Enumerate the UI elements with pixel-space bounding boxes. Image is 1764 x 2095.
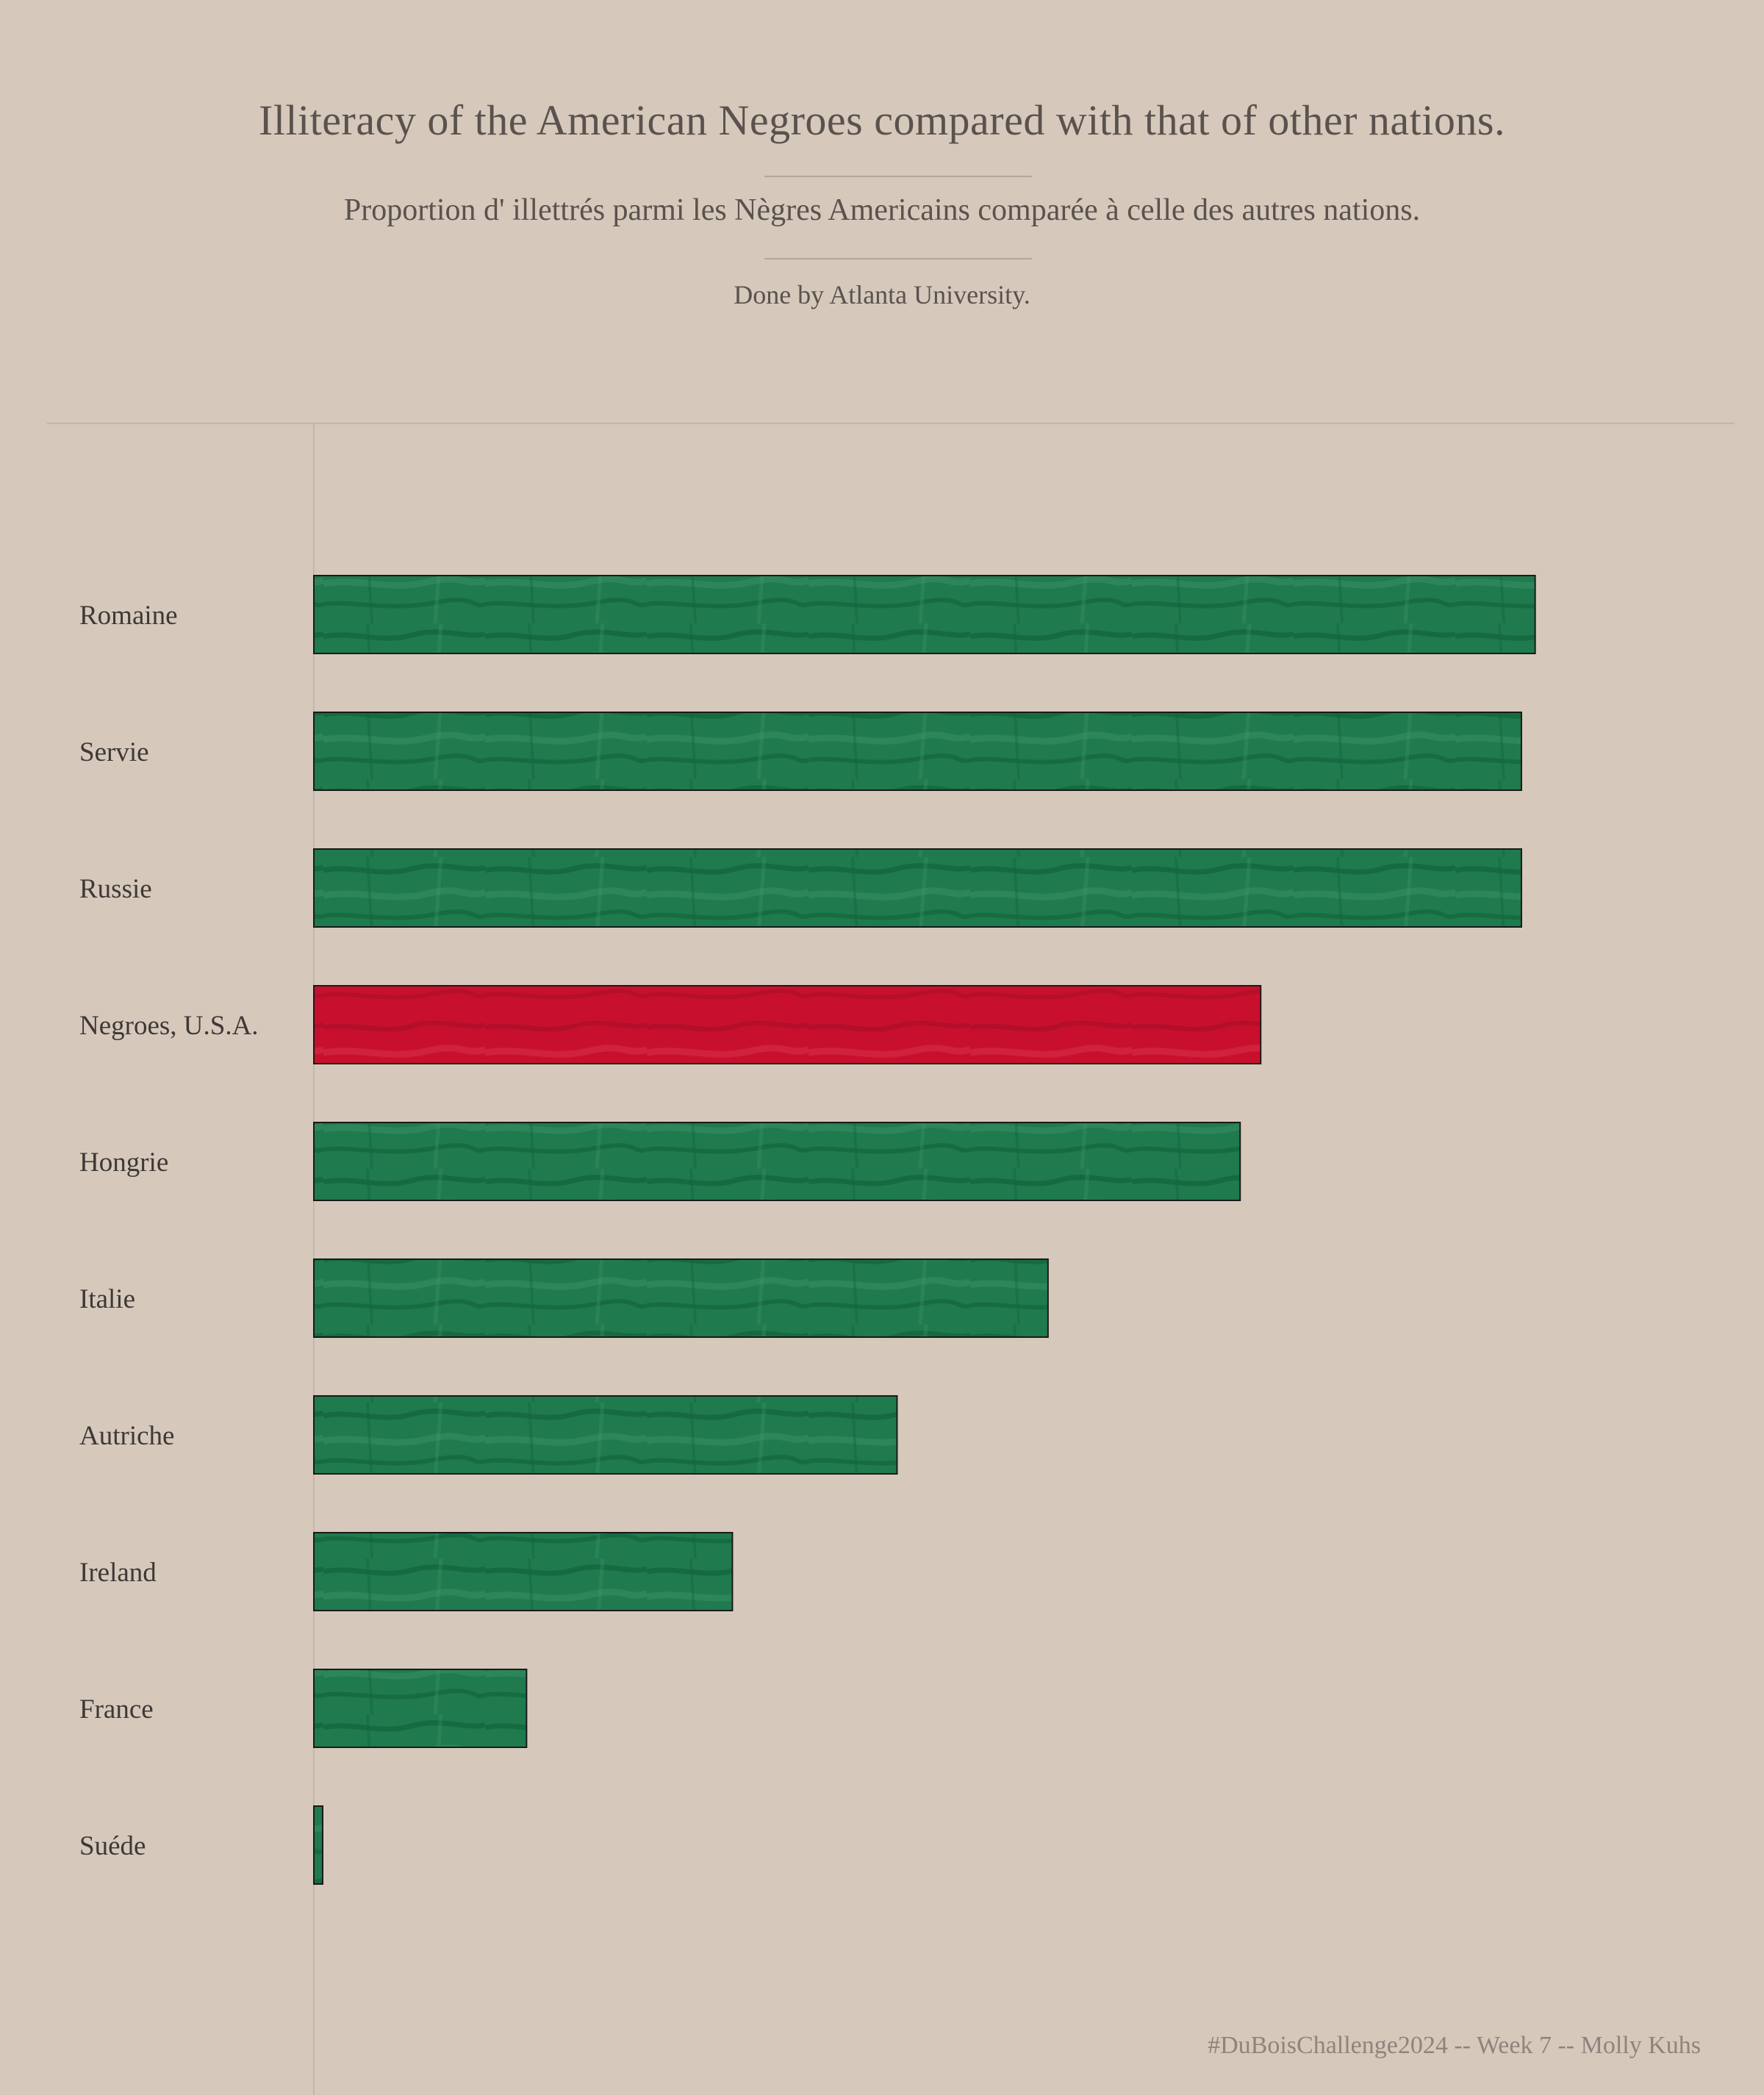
bar-romaine (313, 575, 1536, 654)
bar-autriche (313, 1395, 898, 1475)
category-label: Suéde (79, 1831, 146, 1861)
title-divider (764, 176, 1032, 177)
chart-credit: Done by Atlanta University. (734, 280, 1030, 309)
bars-layer (313, 575, 1536, 1885)
bar-negroes-u-s-a (313, 985, 1262, 1064)
bar-ireland (313, 1532, 734, 1611)
bar-hongrie (313, 1122, 1241, 1201)
category-label: Servie (79, 737, 149, 767)
bar-russie (313, 848, 1522, 928)
header-separator (47, 423, 1735, 424)
bar-su-de (313, 1805, 323, 1885)
category-label: Hongrie (79, 1147, 168, 1178)
category-label: Autriche (79, 1421, 174, 1451)
category-label: Russie (79, 874, 152, 904)
category-label: Romaine (79, 601, 178, 631)
chart-subtitle: Proportion d' illettrés parmi les Nègres… (343, 193, 1421, 227)
bar-france (313, 1669, 528, 1748)
category-labels: Romaine Servie Russie Negroes, U.S.A. Hongri… (79, 601, 259, 1861)
footer-credit: #DuBoisChallenge2024 -- Week 7 -- Molly … (1208, 2032, 1701, 2059)
category-label: Ireland (79, 1558, 157, 1588)
category-label: Negroes, U.S.A. (79, 1011, 259, 1041)
bar-servie (313, 712, 1522, 791)
category-label: France (79, 1694, 154, 1725)
subtitle-divider (764, 258, 1032, 259)
bar-italie (313, 1258, 1049, 1338)
chart-title: Illiteracy of the American Negroes compa… (259, 96, 1505, 144)
category-label: Italie (79, 1284, 135, 1314)
